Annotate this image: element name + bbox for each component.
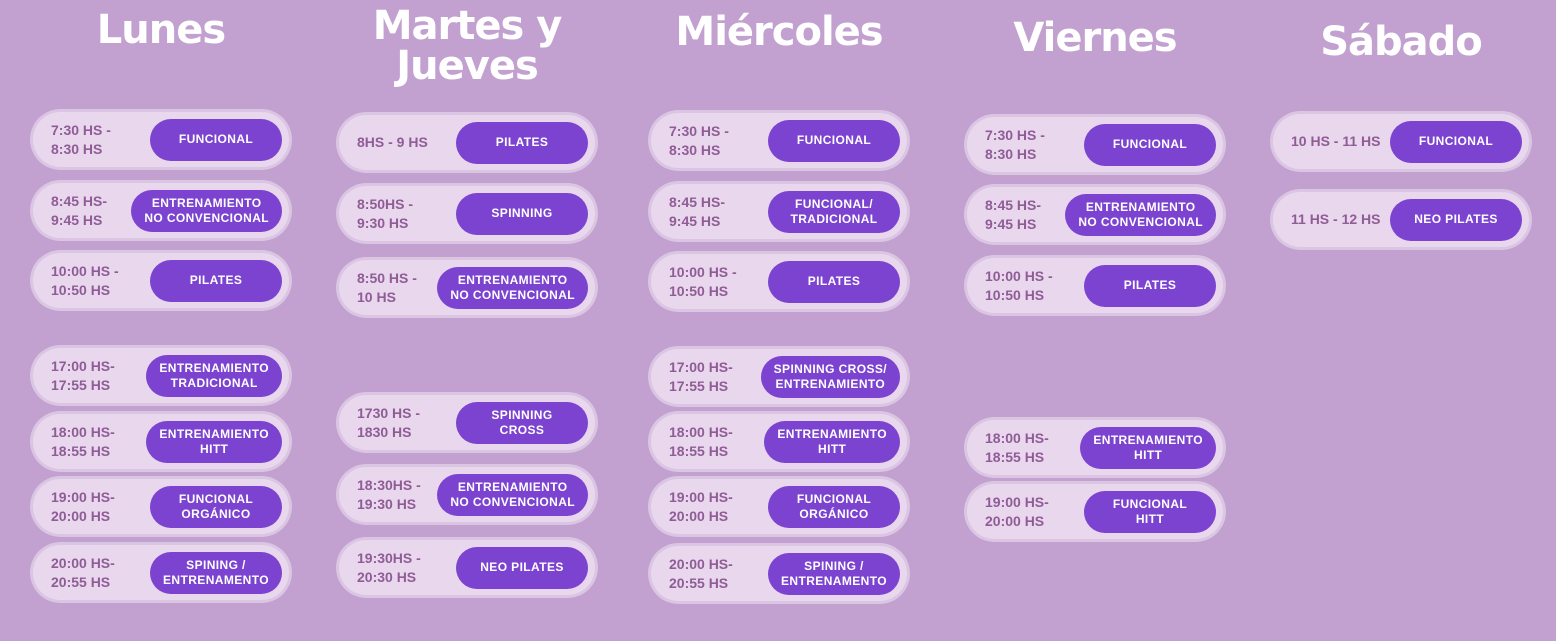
schedule-entry: 10:00 HS - 10:50 HS PILATES bbox=[967, 258, 1223, 313]
entry-time: 19:00 HS- 20:00 HS bbox=[985, 493, 1049, 529]
activity-badge: FUNCIONAL bbox=[150, 118, 282, 161]
activity-badge: SPINING / ENTRENAMENTO bbox=[768, 552, 900, 595]
day-column-lunes: Lunes 7:30 HS - 8:30 HS FUNCIONAL 8:45 H… bbox=[33, 0, 289, 641]
schedule-entry: 19:00 HS- 20:00 HS FUNCIONAL ORGÁNICO bbox=[651, 479, 907, 534]
entry-time: 8:50 HS - 10 HS bbox=[357, 269, 417, 305]
activity-badge: ENTRENAMIENTO TRADICIONAL bbox=[146, 354, 282, 397]
entry-time: 19:00 HS- 20:00 HS bbox=[51, 488, 115, 524]
schedule-entry: 18:00 HS- 18:55 HS ENTRENAMIENTO HITT bbox=[33, 414, 289, 469]
activity-badge: ENTRENAMIENTO NO CONVENCIONAL bbox=[437, 266, 588, 309]
entry-time: 17:00 HS- 17:55 HS bbox=[51, 357, 115, 393]
schedule-entry: 8:50HS - 9:30 HS SPINNING bbox=[339, 186, 595, 241]
activity-badge: SPINNING CROSS/ ENTRENAMIENTO bbox=[760, 355, 900, 398]
entry-time: 19:30HS - 20:30 HS bbox=[357, 549, 421, 585]
entry-time: 8:45 HS- 9:45 HS bbox=[669, 193, 726, 229]
schedule-entry: 17:00 HS- 17:55 HS SPINNING CROSS/ ENTRE… bbox=[651, 349, 907, 404]
schedule-entry: 11 HS - 12 HS NEO PILATES bbox=[1273, 192, 1529, 247]
activity-badge: SPINING / ENTRENAMENTO bbox=[150, 551, 282, 594]
schedule-entry: 19:30HS - 20:30 HS NEO PILATES bbox=[339, 540, 595, 595]
activity-badge: PILATES bbox=[456, 121, 588, 164]
schedule-entry: 1730 HS - 1830 HS SPINNING CROSS bbox=[339, 395, 595, 450]
entry-time: 18:00 HS- 18:55 HS bbox=[51, 423, 115, 459]
entry-time: 10:00 HS - 10:50 HS bbox=[51, 262, 119, 298]
activity-badge: SPINNING CROSS bbox=[456, 401, 588, 444]
entry-time: 7:30 HS - 8:30 HS bbox=[985, 126, 1045, 162]
activity-badge: ENTRENAMIENTO NO CONVENCIONAL bbox=[1065, 193, 1216, 236]
entry-time: 20:00 HS- 20:55 HS bbox=[51, 554, 115, 590]
schedule-entry: 10:00 HS - 10:50 HS PILATES bbox=[651, 254, 907, 309]
entry-time: 10:00 HS - 10:50 HS bbox=[669, 263, 737, 299]
day-title-lunes: Lunes bbox=[96, 7, 226, 53]
entry-time: 8:45 HS- 9:45 HS bbox=[51, 192, 108, 228]
schedule-entry: 20:00 HS- 20:55 HS SPINING / ENTRENAMENT… bbox=[651, 546, 907, 601]
schedule-entry: 20:00 HS- 20:55 HS SPINING / ENTRENAMENT… bbox=[33, 545, 289, 600]
entry-time: 7:30 HS - 8:30 HS bbox=[669, 122, 729, 158]
schedule-entry: 8:50 HS - 10 HS ENTRENAMIENTO NO CONVENC… bbox=[339, 260, 595, 315]
activity-badge: FUNCIONAL/ TRADICIONAL bbox=[768, 190, 900, 233]
entry-time: 18:00 HS- 18:55 HS bbox=[669, 423, 733, 459]
schedule-entry: 8:45 HS- 9:45 HS ENTRENAMIENTO NO CONVEN… bbox=[967, 187, 1223, 242]
day-column-miercoles: Miércoles 7:30 HS - 8:30 HS FUNCIONAL 8:… bbox=[651, 0, 907, 641]
entry-time: 8HS - 9 HS bbox=[357, 134, 428, 150]
entry-time: 8:50HS - 9:30 HS bbox=[357, 195, 414, 231]
schedule-entry: 10 HS - 11 HS FUNCIONAL bbox=[1273, 114, 1529, 169]
schedule-entry: 10:00 HS - 10:50 HS PILATES bbox=[33, 253, 289, 308]
day-title-martes-jueves: Martes y Jueves bbox=[372, 3, 563, 89]
schedule-entry: 19:00 HS- 20:00 HS FUNCIONAL HITT bbox=[967, 484, 1223, 539]
activity-badge: ENTRENAMIENTO NO CONVENCIONAL bbox=[131, 189, 282, 232]
day-column-martes-jueves: Martes y Jueves 8HS - 9 HS PILATES 8:50H… bbox=[339, 0, 595, 641]
activity-badge: ENTRENAMIENTO HITT bbox=[1080, 426, 1216, 469]
entry-time: 17:00 HS- 17:55 HS bbox=[669, 358, 733, 394]
activity-badge: PILATES bbox=[768, 260, 900, 303]
entry-time: 10 HS - 11 HS bbox=[1291, 133, 1381, 149]
activity-badge: FUNCIONAL bbox=[768, 119, 900, 162]
entry-time: 11 HS - 12 HS bbox=[1291, 211, 1381, 227]
schedule-entry: 8:45 HS- 9:45 HS ENTRENAMIENTO NO CONVEN… bbox=[33, 183, 289, 238]
day-title-viernes: Viernes bbox=[1013, 15, 1177, 61]
activity-badge: ENTRENAMIENTO HITT bbox=[764, 420, 900, 463]
entry-time: 18:30HS - 19:30 HS bbox=[357, 476, 421, 512]
entry-time: 19:00 HS- 20:00 HS bbox=[669, 488, 733, 524]
activity-badge: FUNCIONAL bbox=[1390, 120, 1522, 163]
schedule-entry: 18:00 HS- 18:55 HS ENTRENAMIENTO HITT bbox=[967, 420, 1223, 475]
activity-badge: ENTRENAMIENTO NO CONVENCIONAL bbox=[437, 473, 588, 516]
activity-badge: FUNCIONAL bbox=[1084, 123, 1216, 166]
activity-badge: NEO PILATES bbox=[456, 546, 588, 589]
entry-time: 10:00 HS - 10:50 HS bbox=[985, 267, 1053, 303]
schedule-entry: 18:00 HS- 18:55 HS ENTRENAMIENTO HITT bbox=[651, 414, 907, 469]
activity-badge: PILATES bbox=[1084, 264, 1216, 307]
day-column-viernes: Viernes 7:30 HS - 8:30 HS FUNCIONAL 8:45… bbox=[967, 0, 1223, 641]
entry-time: 18:00 HS- 18:55 HS bbox=[985, 429, 1049, 465]
schedule-entry: 18:30HS - 19:30 HS ENTRENAMIENTO NO CONV… bbox=[339, 467, 595, 522]
activity-badge: PILATES bbox=[150, 259, 282, 302]
day-column-sabado: Sábado 10 HS - 11 HS FUNCIONAL 11 HS - 1… bbox=[1273, 0, 1529, 641]
activity-badge: ENTRENAMIENTO HITT bbox=[146, 420, 282, 463]
schedule-entry: 8:45 HS- 9:45 HS FUNCIONAL/ TRADICIONAL bbox=[651, 184, 907, 239]
schedule-entry: 19:00 HS- 20:00 HS FUNCIONAL ORGÁNICO bbox=[33, 479, 289, 534]
activity-badge: SPINNING bbox=[456, 192, 588, 235]
schedule-entry: 7:30 HS - 8:30 HS FUNCIONAL bbox=[651, 113, 907, 168]
schedule-entry: 8HS - 9 HS PILATES bbox=[339, 115, 595, 170]
entry-time: 20:00 HS- 20:55 HS bbox=[669, 555, 733, 591]
schedule-entry: 17:00 HS- 17:55 HS ENTRENAMIENTO TRADICI… bbox=[33, 348, 289, 403]
day-title-sabado: Sábado bbox=[1320, 19, 1483, 65]
activity-badge: FUNCIONAL ORGÁNICO bbox=[768, 485, 900, 528]
schedule-entry: 7:30 HS - 8:30 HS FUNCIONAL bbox=[33, 112, 289, 167]
day-title-miercoles: Miércoles bbox=[675, 9, 883, 55]
activity-badge: NEO PILATES bbox=[1390, 198, 1522, 241]
activity-badge: FUNCIONAL HITT bbox=[1084, 490, 1216, 533]
activity-badge: FUNCIONAL ORGÁNICO bbox=[150, 485, 282, 528]
schedule-entry: 7:30 HS - 8:30 HS FUNCIONAL bbox=[967, 117, 1223, 172]
entry-time: 8:45 HS- 9:45 HS bbox=[985, 196, 1042, 232]
entry-time: 7:30 HS - 8:30 HS bbox=[51, 121, 111, 157]
entry-time: 1730 HS - 1830 HS bbox=[357, 404, 421, 440]
